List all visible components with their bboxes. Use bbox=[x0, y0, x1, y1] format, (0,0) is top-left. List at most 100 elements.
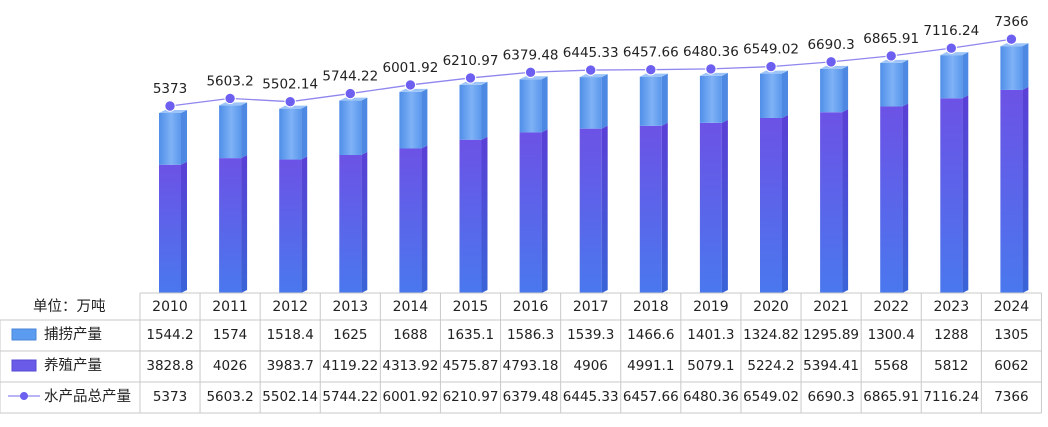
bar-farming-2018 bbox=[639, 125, 662, 293]
bar-top-face-2024 bbox=[1000, 43, 1029, 47]
table-cell: 5373 bbox=[153, 389, 187, 405]
bar-top-face-2014 bbox=[399, 88, 428, 92]
year-header-2013: 2013 bbox=[332, 299, 368, 315]
bar-catch-2012 bbox=[279, 108, 302, 160]
bar-group-2010 bbox=[159, 110, 187, 293]
table-cell: 5568 bbox=[874, 358, 908, 374]
unit-label: 单位：万吨 bbox=[33, 298, 106, 315]
year-header-2017: 2017 bbox=[573, 299, 609, 315]
year-header-2021: 2021 bbox=[813, 299, 849, 315]
bar-farming-side-2022 bbox=[902, 103, 909, 293]
table-cell: 6865.91 bbox=[863, 389, 919, 405]
table-cell: 6379.48 bbox=[503, 389, 559, 405]
bar-farming-2013 bbox=[339, 155, 362, 293]
bar-group-2012 bbox=[279, 105, 308, 293]
total-point-2021 bbox=[825, 56, 837, 68]
bar-catch-2020 bbox=[760, 73, 782, 118]
year-header-2018: 2018 bbox=[633, 299, 669, 315]
bar-top-face-2016 bbox=[519, 76, 548, 80]
table-cell: 6457.66 bbox=[623, 389, 679, 405]
year-header-2020: 2020 bbox=[753, 299, 789, 315]
legend-swatch-farming bbox=[11, 359, 37, 372]
bar-catch-side-2021 bbox=[842, 65, 849, 113]
table-cell: 4026 bbox=[213, 358, 247, 374]
bar-farming-2012 bbox=[279, 159, 302, 293]
table-cell: 1295.89 bbox=[803, 327, 859, 343]
bar-farming-2021 bbox=[820, 112, 843, 293]
bar-farming-2017 bbox=[579, 128, 602, 293]
table-cell: 1544.2 bbox=[146, 327, 193, 343]
bar-farming-side-2021 bbox=[842, 109, 849, 293]
bar-group-2013 bbox=[339, 97, 368, 293]
bar-farming-side-2011 bbox=[241, 155, 248, 293]
total-point-2017 bbox=[585, 64, 597, 76]
table-cell: 1625 bbox=[333, 327, 367, 343]
table-cell: 4575.87 bbox=[443, 358, 499, 374]
legend-swatch-catch bbox=[11, 328, 37, 341]
bar-group-2011 bbox=[219, 102, 248, 293]
year-header-2022: 2022 bbox=[873, 299, 909, 315]
total-label-2023: 7116.24 bbox=[923, 23, 979, 39]
total-point-2024 bbox=[1005, 33, 1018, 45]
bar-farming-2016 bbox=[519, 132, 542, 293]
bar-farming-side-2015 bbox=[481, 136, 488, 293]
table-cell: 1635.1 bbox=[447, 327, 494, 343]
bar-farming-side-2013 bbox=[361, 152, 368, 293]
bar-catch-side-2013 bbox=[361, 97, 368, 156]
bar-catch-side-2011 bbox=[241, 102, 248, 159]
total-label-2014: 6001.92 bbox=[382, 60, 438, 76]
bar-farming-side-2014 bbox=[421, 145, 428, 293]
bar-top-face-2013 bbox=[339, 97, 368, 101]
bar-catch-2024 bbox=[1000, 46, 1023, 90]
table-cell: 1518.4 bbox=[267, 327, 314, 343]
bar-top-face-2019 bbox=[699, 72, 728, 76]
table-cell: 1466.6 bbox=[627, 327, 674, 343]
bar-catch-side-2023 bbox=[962, 52, 969, 99]
year-header-2016: 2016 bbox=[513, 299, 549, 315]
table-cell: 1688 bbox=[393, 327, 427, 343]
table-cell: 3983.7 bbox=[267, 358, 314, 374]
table-cell: 6001.92 bbox=[382, 389, 438, 405]
bar-catch-2019 bbox=[699, 75, 722, 123]
bar-farming-side-2019 bbox=[721, 119, 728, 293]
total-point-2011 bbox=[224, 92, 236, 105]
bar-group-2023 bbox=[940, 52, 969, 293]
bar-farming-2022 bbox=[880, 106, 903, 293]
total-label-2022: 6865.91 bbox=[863, 31, 919, 47]
bar-catch-2018 bbox=[639, 76, 662, 126]
total-point-2013 bbox=[344, 87, 356, 100]
bar-group-2021 bbox=[820, 65, 849, 293]
bar-top-face-2020 bbox=[760, 70, 788, 74]
table-cell: 6690.3 bbox=[807, 389, 854, 405]
table-cell: 1574 bbox=[213, 327, 247, 343]
table-cell: 1305 bbox=[994, 327, 1028, 343]
bar-catch-side-2014 bbox=[421, 88, 428, 149]
bar-catch-2016 bbox=[519, 79, 542, 133]
total-point-2012 bbox=[284, 95, 296, 108]
bar-top-face-2017 bbox=[579, 74, 608, 78]
total-label-2021: 6690.3 bbox=[807, 37, 854, 53]
bar-top-face-2012 bbox=[279, 105, 308, 109]
row-label-1: 养殖产量 bbox=[44, 357, 102, 374]
bar-group-2020 bbox=[760, 70, 788, 293]
total-label-2017: 6445.33 bbox=[563, 45, 619, 61]
bar-farming-side-2012 bbox=[301, 156, 308, 293]
table-cell: 5394.41 bbox=[803, 358, 859, 374]
bar-farming-2024 bbox=[1000, 89, 1023, 293]
bar-catch-2022 bbox=[880, 62, 903, 107]
bar-top-face-2021 bbox=[820, 65, 849, 69]
bar-farming-side-2017 bbox=[601, 125, 608, 293]
bar-farming-2010 bbox=[159, 164, 181, 293]
table-cell: 6445.33 bbox=[563, 389, 619, 405]
bar-farming-side-2018 bbox=[661, 122, 668, 293]
bar-catch-side-2020 bbox=[782, 70, 788, 118]
table-cell: 1401.3 bbox=[687, 327, 734, 343]
year-header-2014: 2014 bbox=[393, 299, 429, 315]
bar-catch-2013 bbox=[339, 100, 362, 156]
table-cell: 6062 bbox=[994, 358, 1028, 374]
table-cell: 5744.22 bbox=[322, 389, 378, 405]
table-cell: 4793.18 bbox=[503, 358, 559, 374]
bar-group-2022 bbox=[880, 59, 909, 293]
total-label-2018: 6457.66 bbox=[623, 45, 679, 61]
